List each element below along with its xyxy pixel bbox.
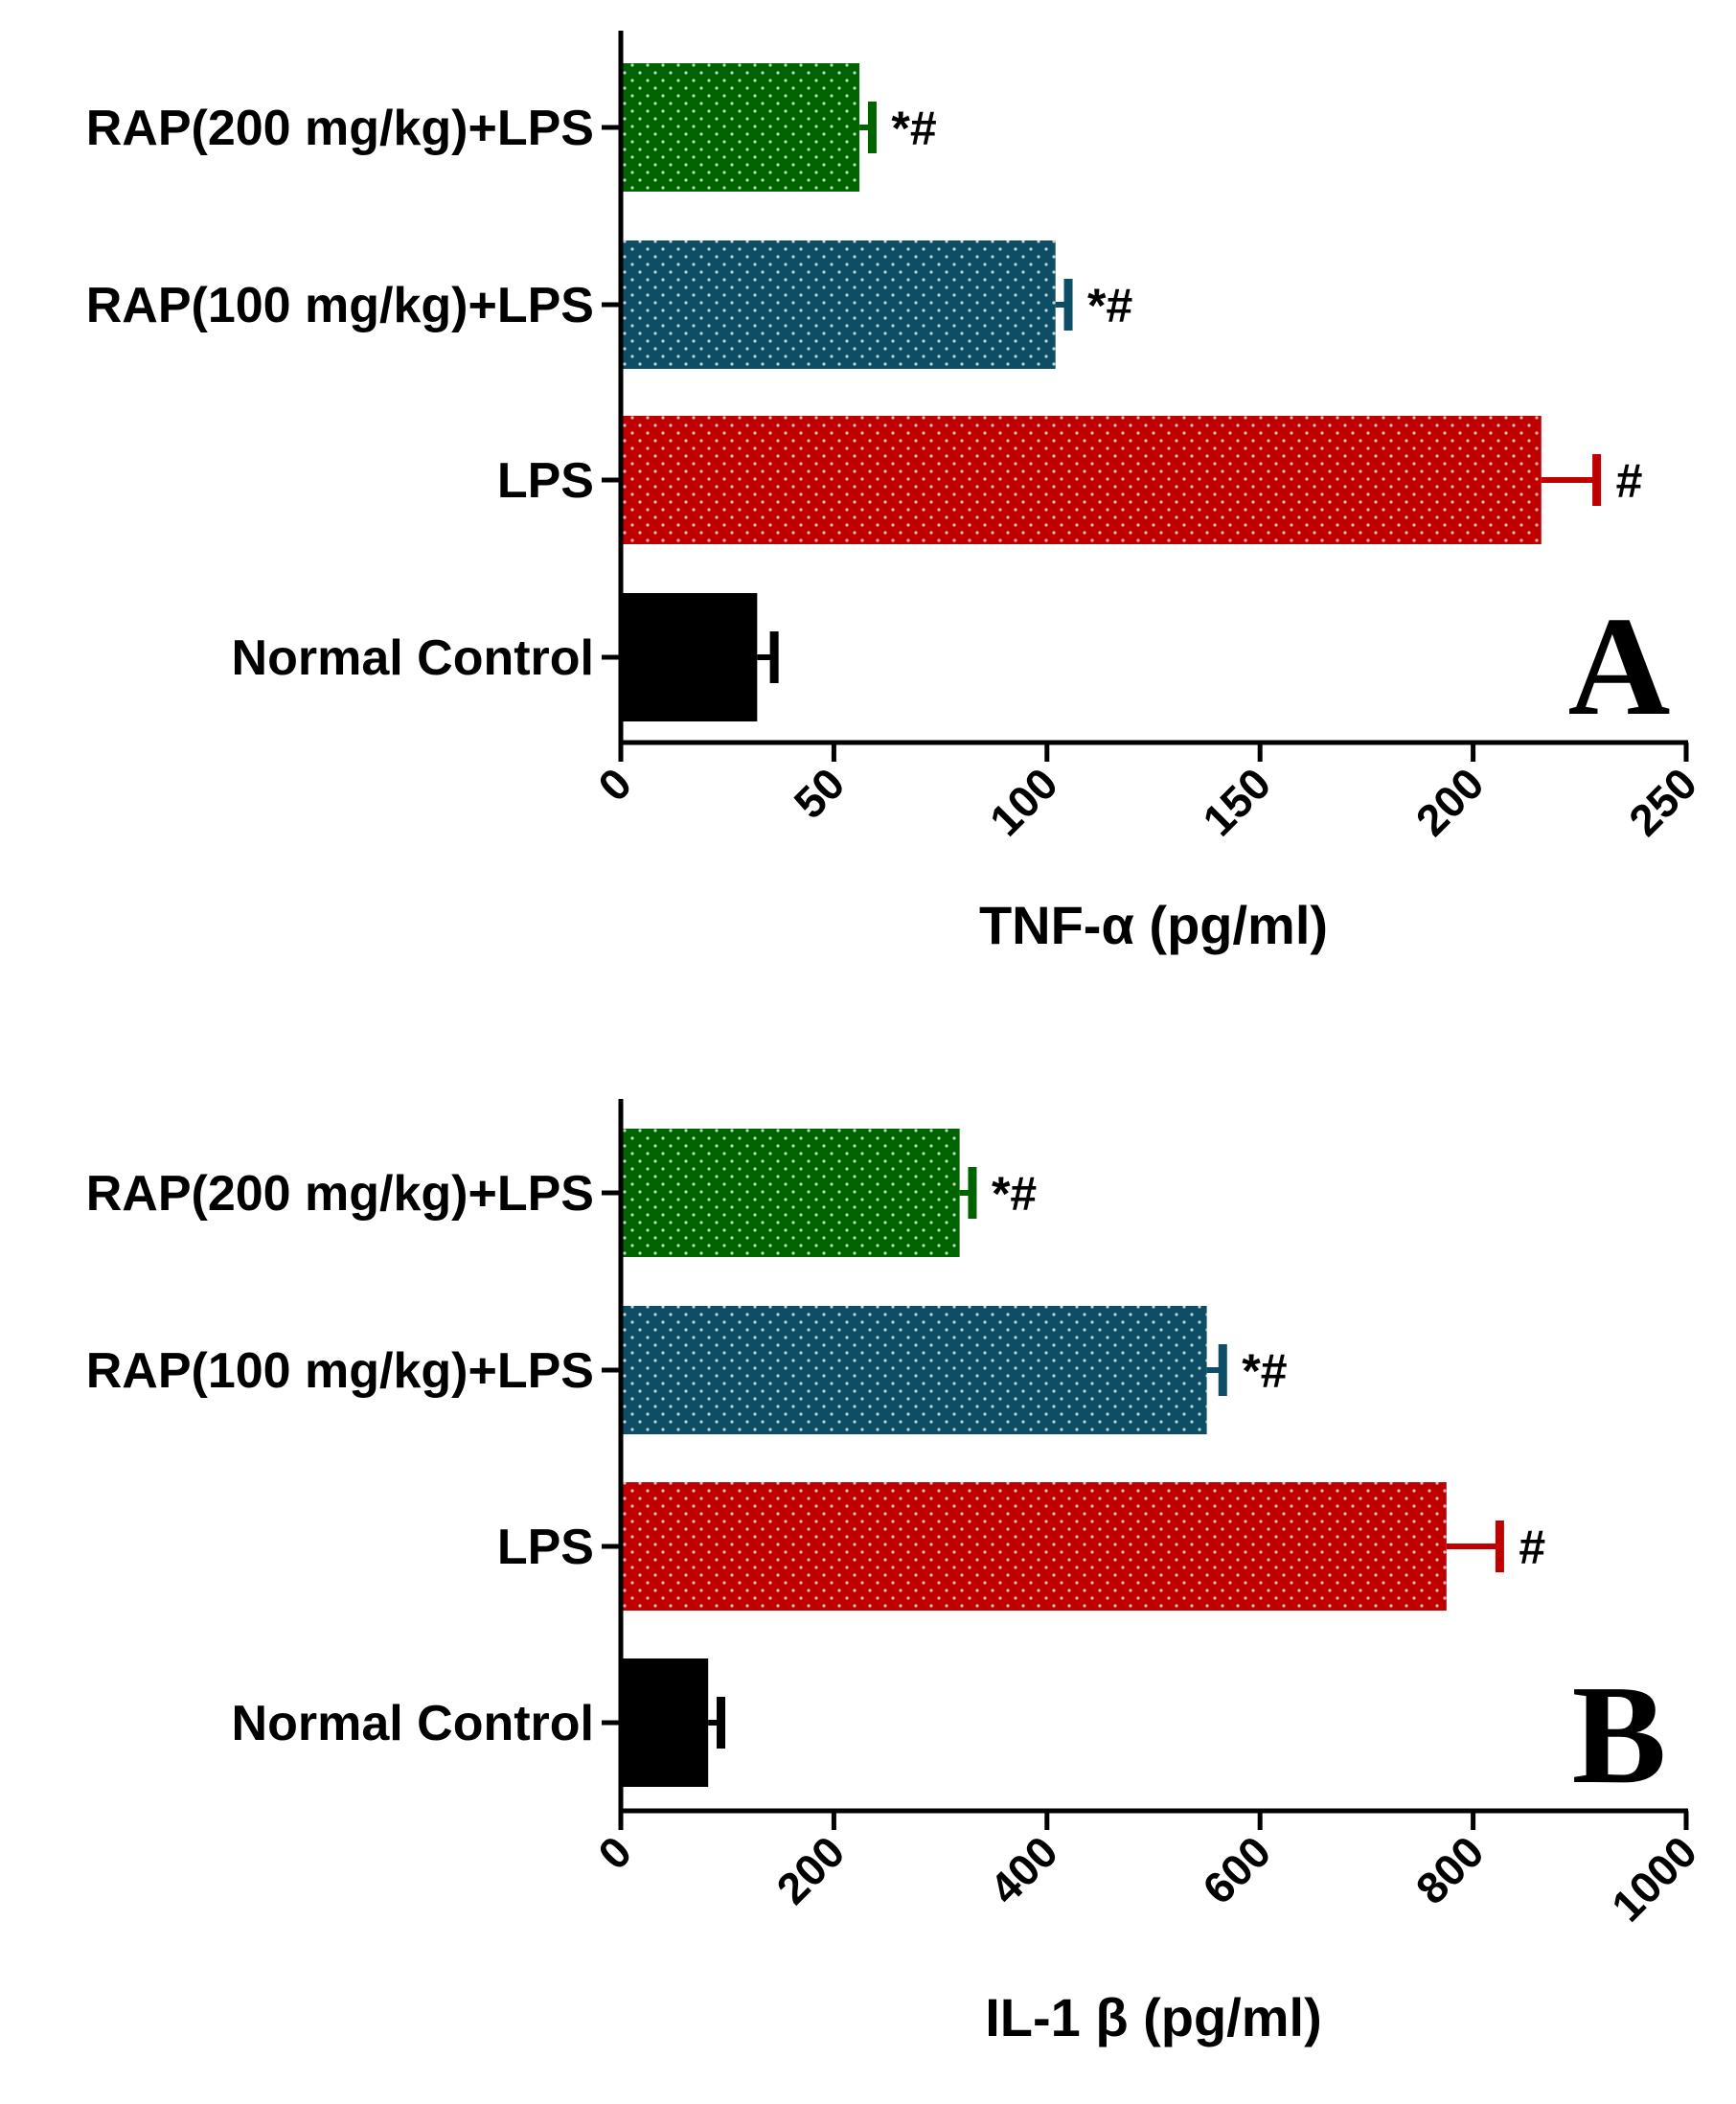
bar-pattern [621,240,1056,369]
x-tick-label: 0 [588,1826,641,1879]
panel-letter: A [1568,588,1671,745]
x-tick-label: 100 [980,758,1067,845]
bar [621,593,758,721]
panel-a-chart: *# RAP(200 mg/kg)+LPS *# RAP(100 mg/kg)+LPS… [86,31,1706,955]
x-tick-label: 250 [1619,758,1706,845]
bar [621,1658,709,1787]
significance-label: *# [1087,279,1132,332]
category-label: Normal Control [232,630,594,686]
x-axis-title: TNF-α (pg/ml) [979,895,1328,955]
x-axis-title: IL-1 β (pg/ml) [985,1987,1321,2047]
bar-pattern [621,1482,1447,1611]
x-tick-label: 400 [980,1826,1067,1913]
x-tick-label: 800 [1406,1826,1494,1913]
panel-b-chart: *# RAP(200 mg/kg)+LPS *# RAP(100 mg/kg)+LPS… [86,1099,1706,2047]
significance-label: # [1519,1521,1545,1574]
x-tick-label: 200 [766,1826,854,1913]
significance-label: *# [891,102,936,155]
category-label: LPS [497,1520,594,1575]
bar-pattern [621,416,1542,544]
x-tick-label: 0 [588,758,641,811]
bar-pattern [621,1129,960,1257]
x-tick-label: 600 [1193,1826,1280,1913]
significance-label: *# [992,1167,1037,1221]
category-label: LPS [497,453,594,509]
category-label: RAP(100 mg/kg)+LPS [86,1343,594,1399]
category-label: Normal Control [232,1696,594,1751]
significance-label: *# [1242,1344,1287,1398]
category-label: RAP(200 mg/kg)+LPS [86,1166,594,1222]
significance-label: # [1616,454,1643,508]
x-tick-label: 1000 [1602,1826,1706,1931]
x-tick-label: 150 [1193,758,1280,845]
x-tick-label: 200 [1406,758,1494,845]
bar-pattern [621,63,860,192]
panel-letter: B [1572,1657,1667,1814]
category-label: RAP(100 mg/kg)+LPS [86,278,594,333]
bar-pattern [621,1306,1207,1434]
x-tick-label: 50 [785,758,855,828]
category-label: RAP(200 mg/kg)+LPS [86,101,594,156]
